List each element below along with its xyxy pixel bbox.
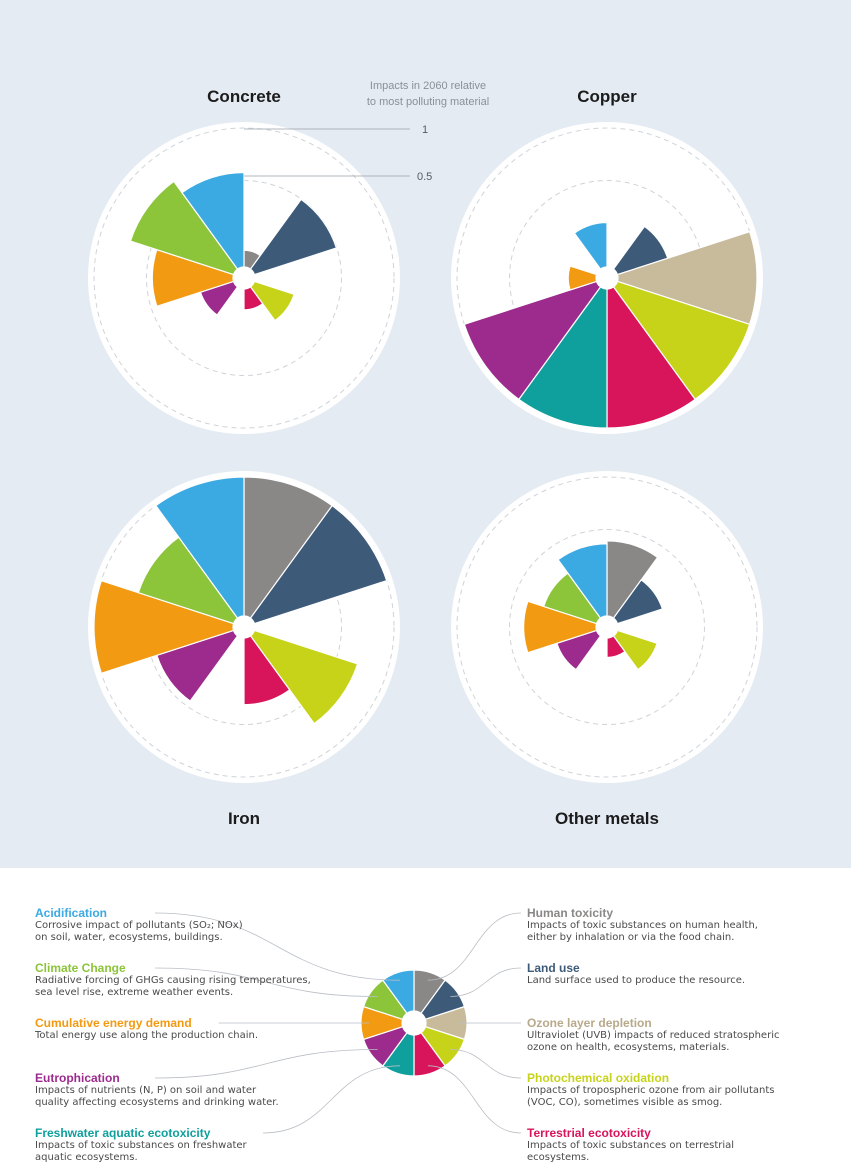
legend-entry-energy: Cumulative energy demand Total energy use… [35, 1016, 365, 1042]
legend-title: Climate Change [35, 961, 126, 975]
legend-description: Impacts of toxic substances on human hea… [527, 920, 758, 931]
legend-title: Photochemical oxidation [527, 1071, 670, 1085]
legend-entry-land_use: Land use Land surface used to produce the… [527, 961, 851, 987]
sector-climate [129, 180, 239, 276]
legend-description: aquatic ecosystems. [35, 1152, 138, 1163]
legend-description: Impacts of toxic substances on terrestri… [527, 1140, 735, 1151]
chart-background [88, 122, 400, 434]
legend-connectors [154, 912, 522, 1134]
legend-description: Impacts of nutrients (N, P) on soil and … [35, 1085, 257, 1096]
legend-description: ecosystems. [527, 1152, 590, 1163]
sector-photochem [612, 280, 751, 401]
legend-sector-acidification [382, 969, 415, 1015]
sector-acidification [573, 221, 608, 270]
sector-freshwater [517, 286, 608, 429]
legend-description: Radiative forcing of GHGs causing rising… [35, 975, 311, 986]
sector-land_use [249, 504, 388, 625]
sector-acidification [154, 476, 245, 619]
tick-label-1: 1 [422, 124, 428, 136]
legend-entry-climate: Climate Change Radiative forcing of GHGs … [35, 961, 365, 999]
connector-human_toxicity [427, 912, 522, 981]
gridline-0-5 [146, 180, 342, 376]
sector-acidification [557, 543, 608, 619]
sector-acidification [181, 171, 245, 270]
legend-description: Impacts of tropospheric ozone from air p… [527, 1085, 775, 1096]
connector-climate [154, 967, 378, 997]
legend-title: Cumulative energy demand [35, 1016, 192, 1030]
sector-photochem [612, 629, 658, 671]
sector-terrestrial [243, 635, 291, 706]
scale-note-line1: Impacts in 2060 relative [370, 80, 486, 92]
sector-terrestrial [606, 286, 697, 429]
legend-title: Ozone layer depletion [527, 1016, 652, 1030]
gridline-0-5 [509, 529, 705, 725]
connector-acidification [154, 912, 401, 981]
legend-description: Impacts of toxic substances on freshwate… [35, 1140, 247, 1151]
sector-terrestrial [606, 635, 626, 659]
sector-terrestrial [243, 286, 264, 311]
legend-description: (VOC, CO), sometimes visible as smog. [527, 1097, 723, 1108]
legend-description: Corrosive impact of pollutants (SO₂; NOx… [35, 920, 243, 931]
chart-copper: Copper [451, 87, 763, 434]
legend-description: Ultraviolet (UVB) impacts of reduced str… [527, 1030, 780, 1041]
legend-title: Land use [527, 961, 580, 975]
legend-entry-photochem: Photochemical oxidation Impacts of tropos… [527, 1071, 851, 1109]
sector-energy [567, 265, 598, 291]
legend-description: Land surface used to produce the resourc… [527, 975, 746, 986]
chart-title: Copper [577, 87, 637, 106]
legend-description: sea level rise, extreme weather events. [35, 987, 234, 998]
legend-entry-terrestrial: Terrestrial ecotoxicity Impacts of toxic … [527, 1126, 851, 1164]
gridline-0-5 [146, 529, 342, 725]
gridline-1 [456, 476, 758, 778]
scale-annotation: Impacts in 2060 relative to most pollutin… [244, 80, 489, 183]
legend-description: either by inhalation or via the food cha… [527, 932, 735, 943]
legend-title: Eutrophication [35, 1071, 120, 1085]
sector-human_toxicity [243, 476, 334, 619]
chart-title: Other metals [555, 809, 659, 828]
chart-concrete: Concrete [88, 87, 400, 434]
sector-land_use [249, 198, 338, 276]
connector-photochem [450, 1049, 522, 1079]
connector-eutrophication [154, 1049, 378, 1079]
gridline-1 [93, 127, 395, 429]
sector-land_use [612, 579, 664, 625]
legend-entry-freshwater: Freshwater aquatic ecotoxicity Impacts of… [35, 1126, 365, 1164]
chart-title: Concrete [207, 87, 281, 106]
sector-energy [93, 579, 235, 675]
sector-climate [137, 536, 239, 625]
sector-photochem [249, 280, 295, 322]
legend-title: Terrestrial ecotoxicity [527, 1126, 651, 1140]
legend-entry-ozone: Ozone layer depletion Ultraviolet (UVB) i… [527, 1016, 851, 1054]
sector-energy [151, 248, 235, 308]
sector-human_toxicity [606, 540, 659, 619]
tick-label-0-5: 0.5 [417, 171, 432, 183]
legend-title: Human toxicity [527, 906, 614, 920]
legend-entry-human_toxicity: Human toxicity Impacts of toxic substance… [527, 906, 851, 944]
legend-description: on soil, water, ecosystems, buildings. [35, 932, 223, 943]
legend-description: Total energy use along the production ch… [35, 1030, 259, 1041]
chart-title: Iron [228, 809, 260, 828]
connector-terrestrial [427, 1065, 522, 1134]
legend-title: Freshwater aquatic ecotoxicity [35, 1126, 211, 1140]
sector-photochem [249, 629, 359, 725]
legend-entry-acidification: Acidification Corrosive impact of polluta… [35, 906, 365, 944]
sector-eutrophication [463, 280, 602, 401]
polar-charts: Concrete Copper Iron Other metals Impacts in… [88, 80, 763, 828]
legend-entry-eutrophication: Eutrophication Impacts of nutrients (N, P… [35, 1071, 365, 1109]
connector-freshwater [262, 1065, 401, 1134]
legend-description: quality affecting ecosystems and drinkin… [35, 1097, 279, 1108]
sector-energy [523, 600, 598, 654]
chart-iron: Iron [88, 471, 400, 828]
sector-ozone [616, 230, 758, 326]
sector-climate [542, 572, 602, 625]
scale-note-line2: to most polluting material [367, 96, 489, 108]
legend-description: ozone on health, ecosystems, materials. [527, 1042, 730, 1053]
connector-land_use [450, 967, 522, 997]
sector-eutrophication [156, 629, 239, 702]
chart-other-metals: Other metals [451, 471, 763, 828]
legend-title: Acidification [35, 906, 108, 920]
chart-background [451, 471, 763, 783]
